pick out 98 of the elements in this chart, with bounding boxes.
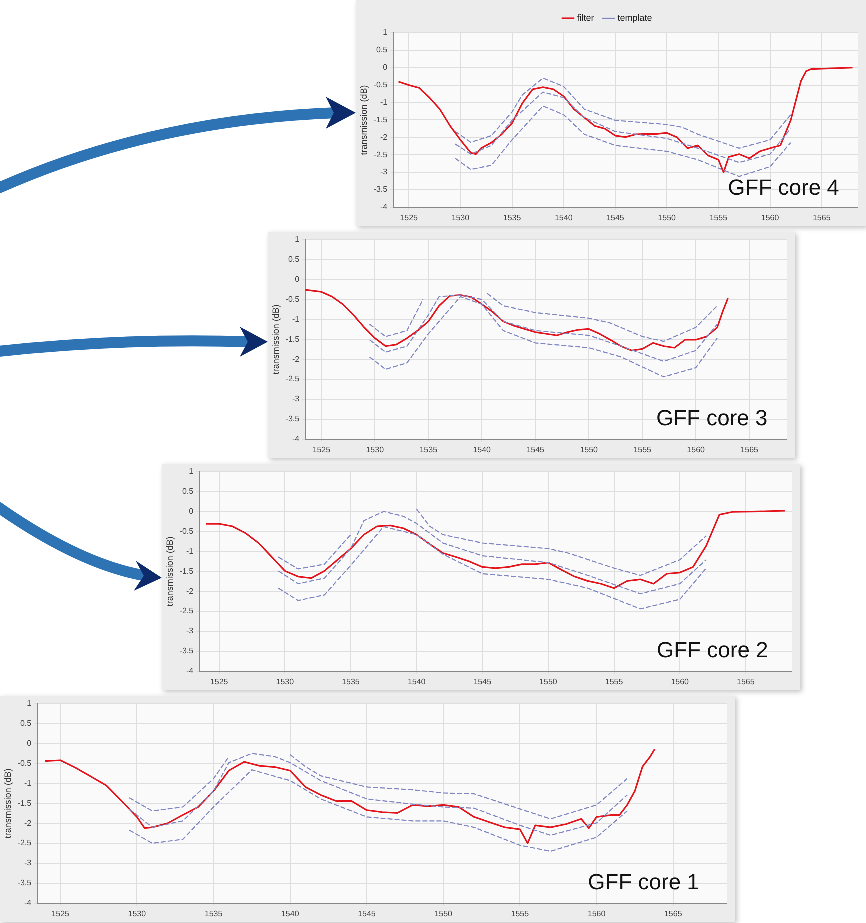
y-tick-label: -3.5 xyxy=(374,185,388,194)
y-axis-title: transmission (dB) xyxy=(270,304,281,375)
x-tick-label: 1525 xyxy=(312,445,332,454)
x-tick-label: 1560 xyxy=(588,909,606,918)
y-axis-title: transmission (dB) xyxy=(2,768,13,839)
x-tick-label: 1550 xyxy=(580,445,599,454)
x-tick-label: 1565 xyxy=(737,677,756,686)
y-axis-title: transmission (dB) xyxy=(164,536,175,607)
x-tick-label: 1560 xyxy=(687,445,706,454)
y-tick-label: -1.5 xyxy=(374,115,388,124)
line-series xyxy=(128,753,628,836)
x-tick-label: 1525 xyxy=(400,213,419,222)
y-axis-title: transmission (dB) xyxy=(358,85,369,156)
legend-label: filter xyxy=(577,12,594,23)
x-tick-label: 1565 xyxy=(664,909,683,918)
y-tick-label: -2 xyxy=(186,586,194,596)
y-tick-label: -2.5 xyxy=(18,838,32,848)
line-series xyxy=(454,78,792,150)
x-tick-label: 1555 xyxy=(605,677,624,686)
x-tick-label: 1530 xyxy=(276,677,295,686)
x-tick-label: 1535 xyxy=(342,677,360,686)
x-tick-label: 1535 xyxy=(503,213,522,222)
y-tick-label: -2 xyxy=(292,354,300,364)
y-tick-label: -3.5 xyxy=(286,414,300,424)
y-tick-label: -3 xyxy=(186,626,194,636)
annotation: GFF core 3 xyxy=(656,405,768,430)
x-tick-label: 1550 xyxy=(434,909,454,918)
x-tick-label: 1545 xyxy=(358,909,376,918)
y-tick-label: 1 xyxy=(27,699,32,708)
y-tick-label: -2 xyxy=(380,132,388,142)
y-tick-label: -4 xyxy=(380,202,388,212)
y-tick-label: 0 xyxy=(383,63,388,72)
x-tick-label: 1560 xyxy=(761,213,780,222)
y-tick-label: -1 xyxy=(292,314,300,324)
y-tick-label: 0 xyxy=(189,506,194,516)
x-tick-label: 1560 xyxy=(671,677,690,686)
y-tick-label: 1 xyxy=(295,235,300,244)
y-tick-label: -1 xyxy=(380,98,388,107)
y-tick-label: 1 xyxy=(383,28,388,38)
y-tick-label: 1 xyxy=(189,467,194,476)
y-tick-label: -3 xyxy=(24,858,32,868)
annotation: GFF core 2 xyxy=(657,637,768,662)
y-tick-label: -4 xyxy=(292,434,300,444)
x-tick-label: 1530 xyxy=(128,909,147,918)
y-tick-label: -0.5 xyxy=(180,526,194,536)
x-tick-label: 1525 xyxy=(210,677,229,686)
x-tick-label: 1545 xyxy=(474,677,492,686)
line-series xyxy=(454,92,792,164)
x-tick-label: 1525 xyxy=(52,909,70,918)
y-tick-label: -3.5 xyxy=(18,878,32,888)
y-tick-label: -4 xyxy=(24,898,32,908)
annotation: GFF core 4 xyxy=(728,175,840,200)
x-tick-label: 1565 xyxy=(740,445,760,454)
y-tick-label: -2.5 xyxy=(180,606,194,616)
x-tick-label: 1550 xyxy=(540,677,558,686)
y-tick-label: -1 xyxy=(186,546,194,556)
y-tick-label: -2.5 xyxy=(374,150,388,160)
y-tick-label: 0 xyxy=(27,738,32,748)
x-tick-label: 1530 xyxy=(452,213,470,222)
y-tick-label: -1 xyxy=(24,778,32,788)
line-series xyxy=(454,106,792,178)
y-tick-label: 0.5 xyxy=(288,254,300,264)
line-series xyxy=(278,526,707,610)
x-tick-label: 1535 xyxy=(204,909,224,918)
y-tick-label: -1.5 xyxy=(180,566,194,576)
x-tick-label: 1530 xyxy=(366,445,385,454)
y-tick-label: -1.5 xyxy=(286,334,300,344)
line-series xyxy=(278,511,707,595)
legend-label: template xyxy=(618,12,652,23)
annotation: GFF core 1 xyxy=(588,869,700,894)
y-tick-label: 0.5 xyxy=(20,718,32,728)
y-tick-label: -3 xyxy=(380,168,388,177)
x-tick-label: 1555 xyxy=(634,445,652,454)
x-tick-label: 1555 xyxy=(710,213,728,222)
x-tick-label: 1535 xyxy=(420,445,438,454)
x-tick-label: 1545 xyxy=(526,445,546,454)
y-tick-label: -0.5 xyxy=(374,80,388,90)
x-tick-label: 1555 xyxy=(511,909,530,918)
y-tick-label: -0.5 xyxy=(286,294,300,304)
x-tick-label: 1545 xyxy=(606,213,625,222)
line-series xyxy=(369,296,718,378)
line-series xyxy=(128,770,628,852)
y-tick-label: -3 xyxy=(292,394,300,404)
y-tick-label: -4 xyxy=(186,666,194,676)
y-tick-label: -1.5 xyxy=(18,798,32,808)
y-tick-label: 0 xyxy=(295,274,300,284)
x-tick-label: 1540 xyxy=(473,445,492,454)
y-tick-label: -2.5 xyxy=(286,374,300,384)
y-tick-label: -3.5 xyxy=(180,646,194,656)
y-tick-label: 0.5 xyxy=(376,46,388,55)
x-tick-label: 1540 xyxy=(554,213,574,222)
x-tick-label: 1540 xyxy=(408,677,426,686)
x-tick-label: 1565 xyxy=(812,213,832,222)
x-tick-label: 1540 xyxy=(281,909,300,918)
y-tick-label: -2 xyxy=(24,818,32,828)
x-tick-label: 1550 xyxy=(658,213,677,222)
y-tick-label: -0.5 xyxy=(18,758,32,768)
y-tick-label: 0.5 xyxy=(182,486,194,496)
